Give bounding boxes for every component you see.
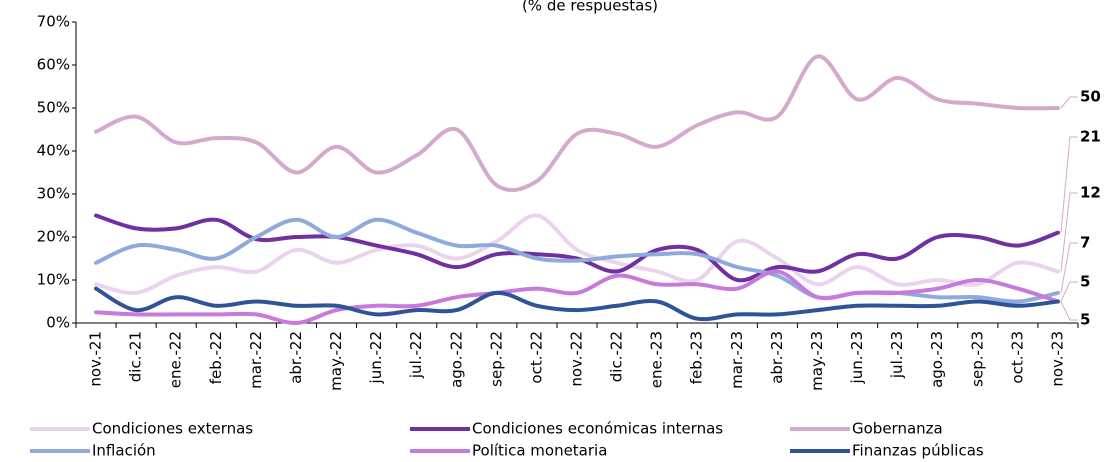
leader-line bbox=[1060, 242, 1078, 293]
legend-label: Gobernanza bbox=[852, 420, 943, 438]
series-line bbox=[94, 213, 1060, 296]
x-tick-label: dic.-22 bbox=[608, 331, 626, 382]
x-tick-label: jul.-22 bbox=[407, 331, 425, 379]
y-tick-label: 20% bbox=[37, 228, 70, 246]
x-tick-label: mar.-23 bbox=[728, 331, 746, 389]
leader-line bbox=[1060, 301, 1078, 321]
x-tick-label: sep.-22 bbox=[487, 331, 505, 387]
x-tick-label: jun.-22 bbox=[367, 331, 385, 384]
x-tick-label: ene.-23 bbox=[648, 331, 666, 388]
leader-line bbox=[1060, 136, 1078, 233]
x-tick-label: oct.-22 bbox=[527, 331, 545, 384]
x-tick-label: abr.-23 bbox=[768, 331, 786, 384]
y-tick-label: 10% bbox=[37, 271, 70, 289]
legend-label: Condiciones económicas internas bbox=[472, 420, 723, 438]
data-label: 12 bbox=[1080, 184, 1101, 202]
y-tick-label: 0% bbox=[46, 314, 70, 332]
x-tick-label: may.-23 bbox=[808, 331, 826, 391]
chart-subtitle: (% de respuestas) bbox=[522, 0, 658, 15]
x-tick-label: oct.-23 bbox=[1008, 331, 1026, 384]
x-tick-label: jun.-23 bbox=[848, 331, 866, 384]
y-tick-label: 70% bbox=[37, 13, 70, 31]
x-tick-label: ago.-23 bbox=[928, 331, 946, 388]
legend-label: Inflación bbox=[92, 442, 156, 460]
data-label: 21 bbox=[1080, 128, 1101, 146]
legend-label: Condiciones externas bbox=[92, 420, 253, 438]
x-tick-label: nov.-21 bbox=[87, 331, 105, 387]
legend-label: Política monetaria bbox=[472, 442, 607, 460]
x-tick-label: feb.-22 bbox=[207, 331, 225, 384]
leader-line bbox=[1060, 281, 1078, 302]
series-line bbox=[94, 269, 1060, 326]
data-label: 5 bbox=[1080, 311, 1090, 329]
y-tick-label: 30% bbox=[37, 185, 70, 203]
x-tick-label: mar.-22 bbox=[247, 331, 265, 389]
x-tick-label: sep.-23 bbox=[968, 331, 986, 387]
data-label: 5 bbox=[1080, 273, 1090, 291]
x-tick-label: ago.-22 bbox=[447, 331, 465, 388]
y-tick-label: 60% bbox=[37, 56, 70, 74]
series-line bbox=[94, 286, 1060, 322]
y-tick-label: 40% bbox=[37, 142, 70, 160]
data-label: 50 bbox=[1080, 88, 1101, 106]
series-line bbox=[94, 54, 1060, 193]
x-tick-label: may.-22 bbox=[327, 331, 345, 391]
leader-line bbox=[1060, 192, 1078, 272]
x-tick-label: feb.-23 bbox=[688, 331, 706, 384]
x-tick-label: dic.-21 bbox=[127, 331, 145, 382]
data-label: 7 bbox=[1080, 234, 1090, 252]
x-tick-label: nov.-22 bbox=[568, 331, 586, 387]
x-tick-label: jul.-23 bbox=[888, 331, 906, 379]
x-tick-label: abr.-22 bbox=[287, 331, 305, 384]
leader-line bbox=[1060, 96, 1078, 109]
x-tick-label: nov.-23 bbox=[1048, 331, 1066, 387]
x-tick-label: ene.-22 bbox=[167, 331, 185, 388]
legend-label: Finanzas públicas bbox=[852, 442, 984, 460]
y-tick-label: 50% bbox=[37, 99, 70, 117]
